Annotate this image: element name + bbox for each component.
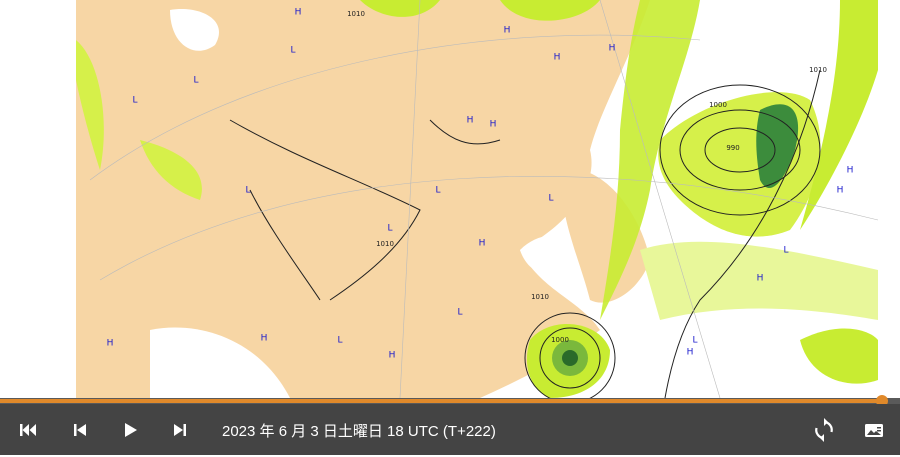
pressure-center-label: L: [132, 96, 137, 106]
isobar-label: 1010: [347, 10, 365, 18]
graticule: [89, 0, 879, 399]
precip: [800, 328, 878, 384]
next-button[interactable]: [166, 416, 194, 444]
pressure-center-label: L: [548, 194, 553, 204]
first-button[interactable]: [14, 416, 42, 444]
image-button[interactable]: [860, 416, 888, 444]
pressure-center-label: H: [757, 274, 764, 284]
land: [560, 168, 650, 303]
pressure-center-label: L: [245, 186, 250, 196]
pressure-center-label: H: [837, 186, 844, 196]
progress-fill: [0, 399, 882, 403]
pressure-center-label: H: [479, 239, 486, 249]
pressure-center-label: H: [554, 53, 561, 63]
previous-button[interactable]: [66, 416, 94, 444]
isobar-label: 1010: [531, 293, 549, 301]
isobars: [229, 69, 821, 400]
sea: [520, 236, 575, 274]
pressure-center-label: L: [435, 186, 440, 196]
land: [76, 0, 650, 398]
isobar-label: 1000: [709, 101, 727, 109]
pressure-center-label: L: [457, 308, 462, 318]
pressure-center-label: H: [504, 26, 511, 36]
isobar-label: 1010: [376, 240, 394, 248]
precip: [76, 40, 202, 200]
pressure-center-label: H: [687, 348, 694, 358]
pressure-center-label: L: [337, 336, 342, 346]
pressure-center-label: L: [692, 336, 697, 346]
pressure-center-label: L: [193, 76, 198, 86]
pressure-center-label: H: [107, 339, 114, 349]
typhoon-core: [562, 350, 578, 366]
sea: [150, 327, 290, 398]
control-bar: 2023 年 6 月 3 日土曜日 18 UTC (T+222): [0, 404, 900, 455]
isobar-label: 990: [726, 144, 739, 152]
lake: [170, 9, 219, 51]
pressure-center-label: H: [261, 334, 268, 344]
precip: [800, 0, 878, 230]
isobar-label: 1010: [809, 66, 827, 74]
loop-button[interactable]: [810, 416, 838, 444]
pressure-center-label: L: [290, 46, 295, 56]
pressure-center-label: H: [609, 44, 616, 54]
pressure-center-label: L: [783, 246, 788, 256]
play-button[interactable]: [116, 416, 144, 444]
isobar-label: 1000: [551, 336, 569, 344]
pressure-center-label: H: [295, 8, 302, 18]
precip: [600, 0, 700, 320]
pressure-center-label: H: [490, 120, 497, 130]
pressure-center-label: H: [847, 166, 854, 176]
pressure-center-label: H: [467, 116, 474, 126]
timestamp: 2023 年 6 月 3 日土曜日 18 UTC (T+222): [222, 423, 496, 440]
pressure-center-label: L: [387, 224, 392, 234]
pressure-center-label: H: [389, 351, 396, 361]
